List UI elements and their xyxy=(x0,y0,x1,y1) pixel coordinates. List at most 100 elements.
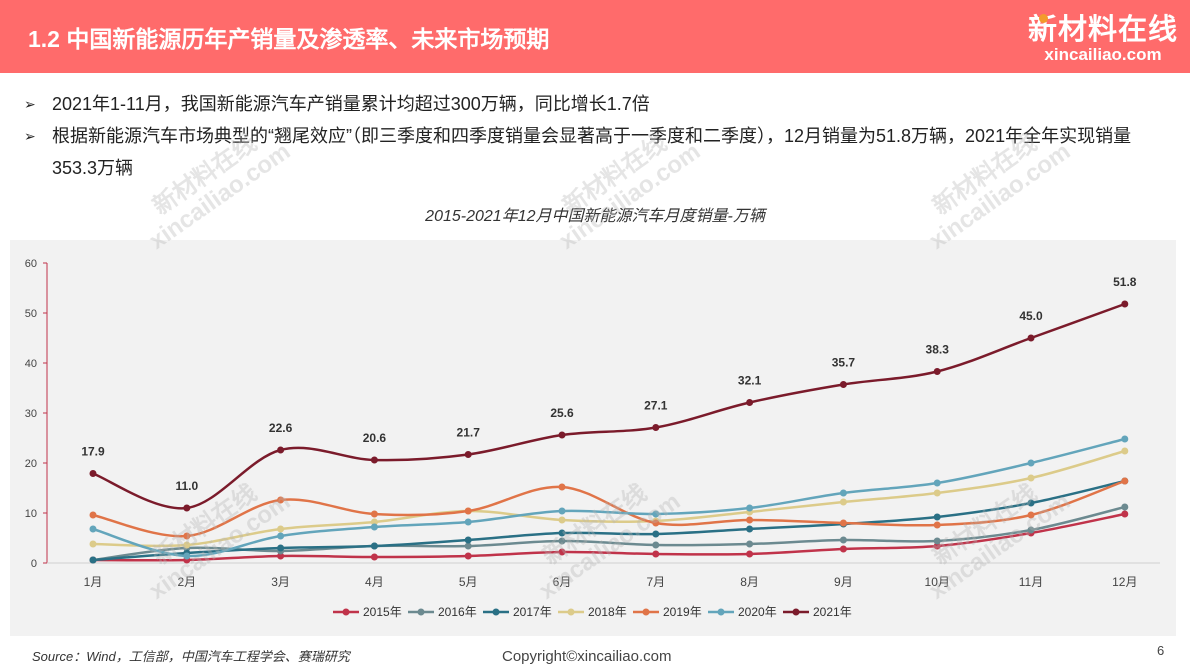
legend-marker xyxy=(492,608,500,616)
data-point xyxy=(464,542,472,550)
data-point xyxy=(1121,503,1129,511)
data-point xyxy=(89,470,97,477)
logo: 新材料在线 xincailiao.com xyxy=(1028,6,1178,65)
x-tick-label: 6月 xyxy=(553,575,572,589)
legend-marker xyxy=(567,608,575,616)
data-label: 21.7 xyxy=(457,426,481,440)
source-note: Source：Wind，工信部，中国汽车工程学会、赛瑞研究 xyxy=(32,649,350,664)
data-point xyxy=(558,516,566,524)
data-point xyxy=(933,479,941,487)
x-tick-label: 8月 xyxy=(740,575,759,589)
x-tick-label: 1月 xyxy=(84,575,103,589)
data-point xyxy=(183,552,191,560)
arrow-bullet-icon: ➢ xyxy=(24,96,36,112)
data-point xyxy=(839,498,847,506)
x-tick-label: 9月 xyxy=(834,575,853,589)
copyright: Copyright©xincailiao.com xyxy=(502,648,672,665)
data-label: 20.6 xyxy=(363,431,387,445)
data-point xyxy=(558,483,566,491)
data-point xyxy=(183,541,191,549)
data-point xyxy=(89,540,97,548)
data-label: 22.6 xyxy=(269,421,293,435)
series-line-2018年 xyxy=(92,449,1126,548)
bullet-item: ➢ 根据新能源汽车市场典型的“翘尾效应”（即三季度和四季度销量会显著高于一季度和二… xyxy=(24,120,1164,184)
data-label: 38.3 xyxy=(926,343,950,357)
legend-label: 2018年 xyxy=(588,605,627,619)
data-point xyxy=(277,446,285,454)
data-point xyxy=(558,431,566,439)
data-point xyxy=(558,529,566,537)
y-tick-label: 0 xyxy=(31,558,37,570)
x-tick-label: 12月 xyxy=(1112,575,1137,589)
data-point xyxy=(464,518,472,526)
data-point xyxy=(370,523,378,531)
x-tick-label: 10月 xyxy=(925,575,950,589)
data-point xyxy=(933,368,941,375)
data-point xyxy=(652,510,660,518)
data-point xyxy=(277,525,285,533)
legend-label: 2021年 xyxy=(813,605,852,619)
x-tick-label: 5月 xyxy=(459,575,478,589)
bullet-text: 根据新能源汽车市场典型的“翘尾效应”（即三季度和四季度销量会显著高于一季度和二季… xyxy=(52,126,1132,178)
data-point xyxy=(1027,334,1035,342)
data-point xyxy=(933,513,941,521)
data-point xyxy=(839,545,847,553)
data-point xyxy=(1027,459,1035,467)
data-point xyxy=(1121,510,1129,518)
logo-cn: 新材料在线 xyxy=(1028,14,1179,46)
data-point xyxy=(746,399,754,406)
x-tick-label: 11月 xyxy=(1019,575,1043,589)
bullet-item: ➢ 2021年1-11月，我国新能源汽车产销量累计均超过300万辆，同比增长1.7… xyxy=(24,88,1164,120)
legend-marker xyxy=(717,608,725,616)
data-point xyxy=(746,540,754,548)
data-point xyxy=(1121,477,1129,485)
legend-label: 2017年 xyxy=(513,605,552,619)
data-point xyxy=(183,504,191,512)
data-point xyxy=(652,541,660,549)
x-tick-label: 7月 xyxy=(646,575,665,589)
data-point xyxy=(370,456,378,464)
page-number: 6 xyxy=(1157,643,1165,658)
y-tick-label: 40 xyxy=(25,358,37,370)
data-point xyxy=(839,519,847,527)
y-tick-label: 30 xyxy=(25,408,37,420)
bullet-text: 2021年1-11月，我国新能源汽车产销量累计均超过300万辆，同比增长1.7倍 xyxy=(52,94,650,114)
legend-marker xyxy=(642,608,650,616)
series-line-2015年 xyxy=(92,512,1126,562)
series-line-2020年 xyxy=(92,437,1126,558)
data-point xyxy=(1121,447,1129,455)
data-point xyxy=(652,550,660,558)
data-label: 32.1 xyxy=(738,374,762,388)
data-point xyxy=(89,525,97,533)
legend-label: 2016年 xyxy=(438,605,477,619)
data-point xyxy=(652,519,660,527)
data-point xyxy=(183,532,191,540)
series-line-2016年 xyxy=(92,505,1126,562)
y-tick-label: 60 xyxy=(25,258,37,270)
logo-dot-icon xyxy=(1039,14,1048,23)
legend-label: 2020年 xyxy=(738,605,777,619)
chart-title: 2015-2021年12月中国新能源汽车月度销量-万辆 xyxy=(425,208,765,225)
legend-marker xyxy=(792,608,800,616)
data-point xyxy=(558,548,566,556)
data-point xyxy=(370,542,378,550)
data-point xyxy=(464,552,472,560)
x-tick-label: 2月 xyxy=(177,575,196,589)
bullet-list: ➢ 2021年1-11月，我国新能源汽车产销量累计均超过300万辆，同比增长1.7… xyxy=(24,88,1164,184)
header-bar: 1.2 中国新能源历年产销量及渗透率、未来市场预期 新材料在线 xincaili… xyxy=(0,0,1190,73)
data-point xyxy=(933,542,941,550)
y-tick-label: 50 xyxy=(25,308,37,320)
data-point xyxy=(933,489,941,497)
data-point xyxy=(746,516,754,524)
data-point xyxy=(464,536,472,544)
data-point xyxy=(277,544,285,552)
data-point xyxy=(933,521,941,529)
data-point xyxy=(1027,526,1035,534)
data-label: 51.8 xyxy=(1113,275,1137,289)
data-point xyxy=(1121,435,1129,443)
data-point xyxy=(933,537,941,545)
data-point xyxy=(746,550,754,558)
data-point xyxy=(370,518,378,526)
data-point xyxy=(839,489,847,497)
